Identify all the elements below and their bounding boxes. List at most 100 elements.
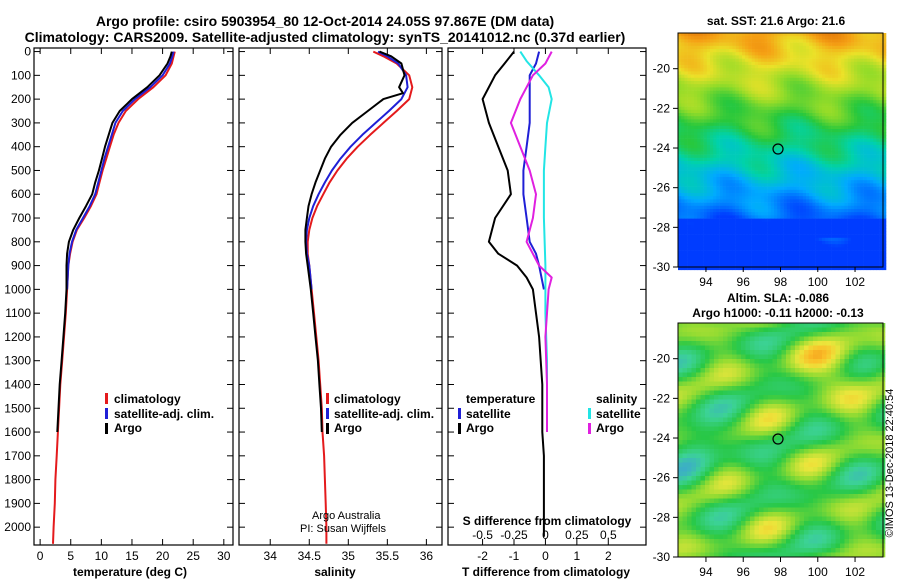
- map-cell: [697, 263, 701, 267]
- map-cell: [687, 71, 692, 75]
- map-cell: [841, 74, 845, 79]
- map-cell: [860, 109, 864, 114]
- map-cell: [742, 74, 746, 79]
- map-cell: [681, 250, 685, 255]
- map-cell: [706, 167, 711, 171]
- map-cell: [854, 202, 858, 207]
- map-cell: [828, 125, 832, 130]
- map-cell: [793, 151, 797, 155]
- map-cell: [793, 52, 797, 56]
- map-cell: [710, 263, 714, 267]
- map-cell: [815, 100, 820, 104]
- map-cell: [713, 113, 717, 117]
- map-cell: [687, 39, 692, 43]
- map-cell: [706, 36, 711, 40]
- map-cell: [713, 161, 717, 165]
- map-cell: [812, 65, 816, 69]
- legend-swatch-argo-salinity: [588, 423, 591, 434]
- map-cell: [726, 173, 730, 178]
- map-cell: [684, 125, 688, 130]
- map-cell: [828, 122, 832, 127]
- map-cell: [860, 68, 864, 72]
- map-cell: [799, 189, 804, 194]
- map-cell: [732, 157, 736, 162]
- map-cell: [796, 132, 800, 136]
- map-cell: [770, 218, 775, 223]
- map-cell: [761, 77, 765, 82]
- map-cell: [726, 113, 730, 117]
- map-cell: [841, 244, 845, 248]
- map-cell: [879, 93, 884, 98]
- map-cell: [748, 218, 752, 223]
- map-cell: [850, 151, 855, 155]
- map-cell: [690, 196, 695, 200]
- map-cell: [767, 132, 772, 136]
- map-cell: [716, 113, 720, 117]
- map-cell: [857, 212, 861, 216]
- map-cell: [866, 186, 871, 191]
- map-cell: [751, 68, 756, 72]
- map-cell: [738, 100, 743, 104]
- map-cell: [764, 202, 768, 207]
- map-cell: [870, 90, 874, 95]
- map-cell: [729, 90, 733, 95]
- map-cell: [822, 125, 826, 130]
- map-cell: [786, 132, 791, 136]
- map-cell: [764, 49, 768, 53]
- map-cell: [876, 122, 880, 127]
- map-cell: [722, 125, 727, 130]
- map-cell: [722, 109, 727, 114]
- map-cell: [748, 244, 752, 248]
- map-cell: [748, 45, 752, 50]
- map-cell: [825, 186, 829, 191]
- map-cell: [681, 247, 685, 251]
- map-cell: [690, 202, 695, 207]
- map-cell: [822, 193, 826, 197]
- map-cell: [764, 145, 768, 149]
- map-cell: [876, 55, 880, 59]
- map-cell: [719, 225, 724, 229]
- map-cell: [758, 116, 762, 120]
- map-cell: [857, 161, 861, 165]
- map-cell: [822, 164, 826, 168]
- map-cell: [841, 90, 845, 95]
- map-cell: [863, 103, 868, 107]
- map-cell: [838, 167, 842, 171]
- map-cell: [726, 138, 730, 143]
- map-cell: [767, 212, 772, 216]
- map-cell: [713, 177, 717, 181]
- map-cell: [764, 129, 768, 133]
- map-cell: [774, 173, 778, 178]
- map-cell: [815, 154, 820, 159]
- map-cell: [684, 218, 688, 223]
- map-cell: [777, 81, 781, 85]
- map-cell: [764, 263, 768, 267]
- map-cell: [806, 106, 810, 111]
- map-cell: [790, 151, 794, 155]
- map-cell: [838, 231, 842, 235]
- map-cell: [722, 36, 727, 40]
- map-cell: [844, 90, 848, 95]
- map-cell: [700, 202, 704, 207]
- map-cell: [681, 33, 685, 37]
- map-cell: [764, 212, 768, 216]
- map-cell: [710, 100, 714, 104]
- map-cell: [847, 170, 852, 175]
- map-cell: [783, 164, 788, 168]
- map-cell: [745, 157, 749, 162]
- map-cell: [870, 65, 874, 69]
- map-cell: [786, 234, 791, 239]
- map-cell: [726, 52, 730, 56]
- map-cell: [802, 151, 807, 155]
- map-cell: [697, 228, 701, 232]
- map-cell: [822, 225, 826, 229]
- map-cell: [831, 135, 836, 139]
- legend-satellite: satellite-adj. clim.: [334, 407, 434, 421]
- map-cell: [882, 205, 887, 210]
- map-cell: [847, 164, 852, 168]
- map-cell: [854, 247, 858, 251]
- map-cell: [873, 71, 877, 75]
- map-cell: [742, 61, 746, 66]
- map-cell: [777, 129, 781, 133]
- map-cell: [870, 173, 874, 178]
